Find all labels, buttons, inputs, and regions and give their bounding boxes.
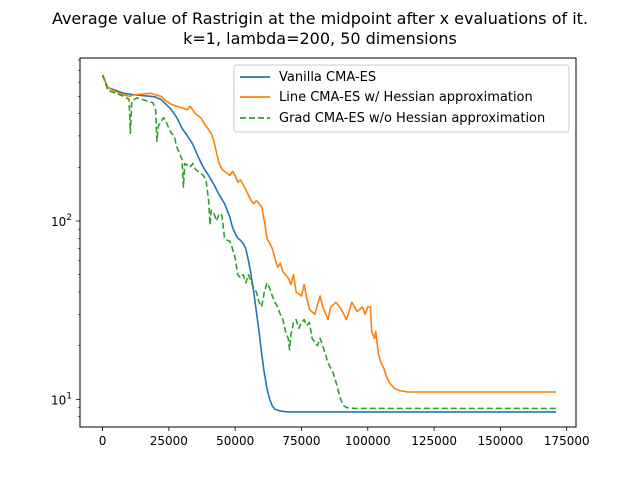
legend-label-vanilla: Vanilla CMA-ES	[279, 70, 376, 85]
plot-frame	[79, 57, 577, 428]
chart-title-line-2: k=1, lambda=200, 50 dimensions	[183, 29, 457, 48]
x-tick-label: 150000	[478, 434, 524, 448]
x-tick-label: 50000	[216, 434, 254, 448]
series-layer	[101, 74, 557, 413]
legend-label-line-cma: Line CMA-ES w/ Hessian approximation	[279, 90, 533, 105]
x-axis: 0 25000 50000 75000 100000 125000 150000 175000	[99, 427, 590, 448]
series-line-2	[101, 74, 557, 410]
series-line-0	[101, 74, 557, 413]
x-tick-label: 100000	[345, 434, 391, 448]
legend-box	[233, 64, 570, 133]
x-tick-label: 175000	[544, 434, 590, 448]
chart-title-line-1: Average value of Rastrigin at the midpoi…	[52, 9, 588, 28]
legend: Vanilla CMA-ES Line CMA-ES w/ Hessian ap…	[233, 64, 570, 133]
x-tick-label: 0	[99, 434, 107, 448]
x-tick-label: 75000	[282, 434, 320, 448]
legend-label-grad-cma: Grad CMA-ES w/o Hessian approximation	[279, 111, 545, 126]
series-line-1	[101, 74, 557, 393]
x-tick-label: 25000	[150, 434, 188, 448]
y-axis: 101 102	[51, 59, 80, 417]
y-tick-label: 101	[51, 391, 72, 407]
x-tick-label: 125000	[411, 434, 457, 448]
y-tick-label: 102	[51, 213, 72, 229]
